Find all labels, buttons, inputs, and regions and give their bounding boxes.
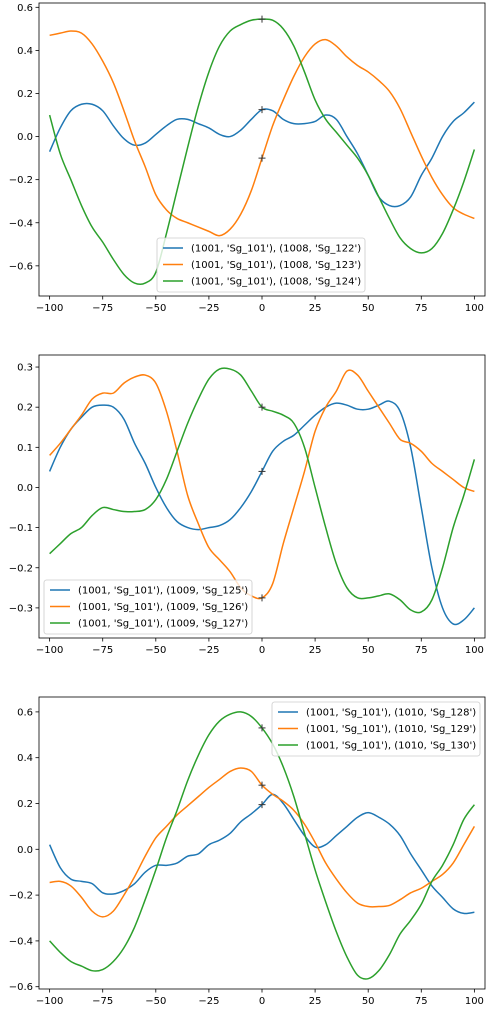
x-tick-label: −100: [36, 303, 63, 314]
y-tick-label: −0.3: [9, 603, 33, 614]
y-tick-label: 0.2: [17, 799, 33, 810]
y-tick-label: 0.4: [17, 46, 33, 57]
x-tick-label: −75: [92, 303, 113, 314]
plus-marker-3: [258, 15, 266, 23]
y-tick-label: 0.3: [17, 363, 33, 374]
legend: (1001, 'Sg_101'), (1008, 'Sg_122') (1001,…: [156, 237, 366, 293]
x-tick-label: 25: [309, 303, 322, 314]
chart-panel-3: −100 −75 −50 −25 0 25 50 75 100 −0.6 −0.4 −0.2 0.0 0.…: [9, 696, 486, 1007]
y-tick-label: −0.4: [9, 218, 33, 229]
x-tick-label: 0: [259, 645, 265, 656]
series-line-2: [49, 30, 475, 237]
x-tick-label: −75: [92, 996, 113, 1007]
y-tick-label: −0.6: [9, 982, 33, 993]
legend-label-3: (1001, 'Sg_101'), (1010, 'Sg_130'): [306, 741, 476, 752]
x-tick-label: 50: [362, 645, 375, 656]
x-tick-label: 100: [465, 645, 484, 656]
legend-label-2: (1001, 'Sg_101'), (1008, 'Sg_123'): [191, 260, 361, 271]
plus-marker-3: [258, 403, 266, 411]
x-tick-label: 25: [309, 645, 322, 656]
y-tick-label: −0.2: [9, 891, 33, 902]
series-line-1: [48, 793, 475, 915]
legend-label-1: (1001, 'Sg_101'), (1010, 'Sg_128'): [306, 708, 476, 719]
y-tick-label: 0.0: [17, 483, 33, 494]
legend-box: [156, 237, 366, 293]
y-tick-label: −0.4: [9, 936, 33, 947]
plus-marker-2: [258, 594, 266, 602]
y-tick-label: 0.0: [17, 132, 33, 143]
plus-marker-2: [258, 781, 266, 789]
x-tick-label: 50: [362, 303, 375, 314]
legend-box: [271, 701, 481, 757]
x-tick-label: −25: [198, 303, 219, 314]
x-tick-label: −25: [198, 996, 219, 1007]
x-tick-label: 25: [309, 996, 322, 1007]
legend-label-3: (1001, 'Sg_101'), (1008, 'Sg_124'): [191, 277, 361, 288]
y-tick-label: 0.6: [17, 707, 33, 718]
x-tick-label: −100: [36, 645, 63, 656]
plus-marker-1: [258, 467, 266, 475]
x-tick-label: −75: [92, 645, 113, 656]
legend-label-2: (1001, 'Sg_101'), (1010, 'Sg_129'): [306, 724, 476, 735]
series-line-1: [48, 101, 475, 208]
x-tick-label: −50: [145, 996, 166, 1007]
legend-label-3: (1001, 'Sg_101'), (1009, 'Sg_127'): [78, 619, 248, 630]
plus-marker-2: [258, 154, 266, 162]
legend-label-1: (1001, 'Sg_101'), (1008, 'Sg_122'): [191, 244, 361, 255]
legend: (1001, 'Sg_101'), (1010, 'Sg_128') (1001,…: [271, 701, 481, 757]
chart-panel-2: −100 −75 −50 −25 0 25 50 75 100 −0.3 −0.2 −0.1 0.0 0.…: [9, 354, 486, 656]
y-tick-label: 0.4: [17, 753, 33, 764]
x-tick-label: 75: [415, 303, 428, 314]
legend-label-2: (1001, 'Sg_101'), (1009, 'Sg_126'): [78, 602, 248, 613]
x-tick-label: 100: [465, 303, 484, 314]
x-tick-label: 100: [465, 996, 484, 1007]
y-tick-label: 0.1: [17, 443, 33, 454]
x-tick-label: 75: [415, 645, 428, 656]
x-tick-label: 0: [259, 303, 265, 314]
x-tick-label: −25: [198, 645, 219, 656]
y-tick-label: 0.6: [17, 3, 33, 14]
x-tick-label: −50: [145, 303, 166, 314]
x-tick-label: −100: [36, 996, 63, 1007]
y-tick-label: −0.6: [9, 261, 33, 272]
x-tick-label: 75: [415, 996, 428, 1007]
y-tick-label: 0.0: [17, 845, 33, 856]
chart-panel-1: −100 −75 −50 −25 0 25 50 75 100 −0.6 −0.4 −0.2 0.0 0.…: [9, 2, 486, 314]
legend-label-1: (1001, 'Sg_101'), (1009, 'Sg_125'): [78, 586, 248, 597]
legend: (1001, 'Sg_101'), (1009, 'Sg_125') (1001,…: [43, 579, 253, 635]
y-tick-label: −0.2: [9, 175, 33, 186]
plus-marker-3: [258, 724, 266, 732]
y-tick-label: 0.2: [17, 89, 33, 100]
plus-marker-1: [258, 801, 266, 809]
plus-marker-1: [258, 106, 266, 114]
x-tick-label: 0: [259, 996, 265, 1007]
y-tick-label: −0.2: [9, 563, 33, 574]
y-tick-label: 0.2: [17, 403, 33, 414]
x-tick-label: −50: [145, 645, 166, 656]
y-tick-label: −0.1: [9, 523, 33, 534]
x-tick-label: 50: [362, 996, 375, 1007]
legend-box: [43, 579, 253, 635]
